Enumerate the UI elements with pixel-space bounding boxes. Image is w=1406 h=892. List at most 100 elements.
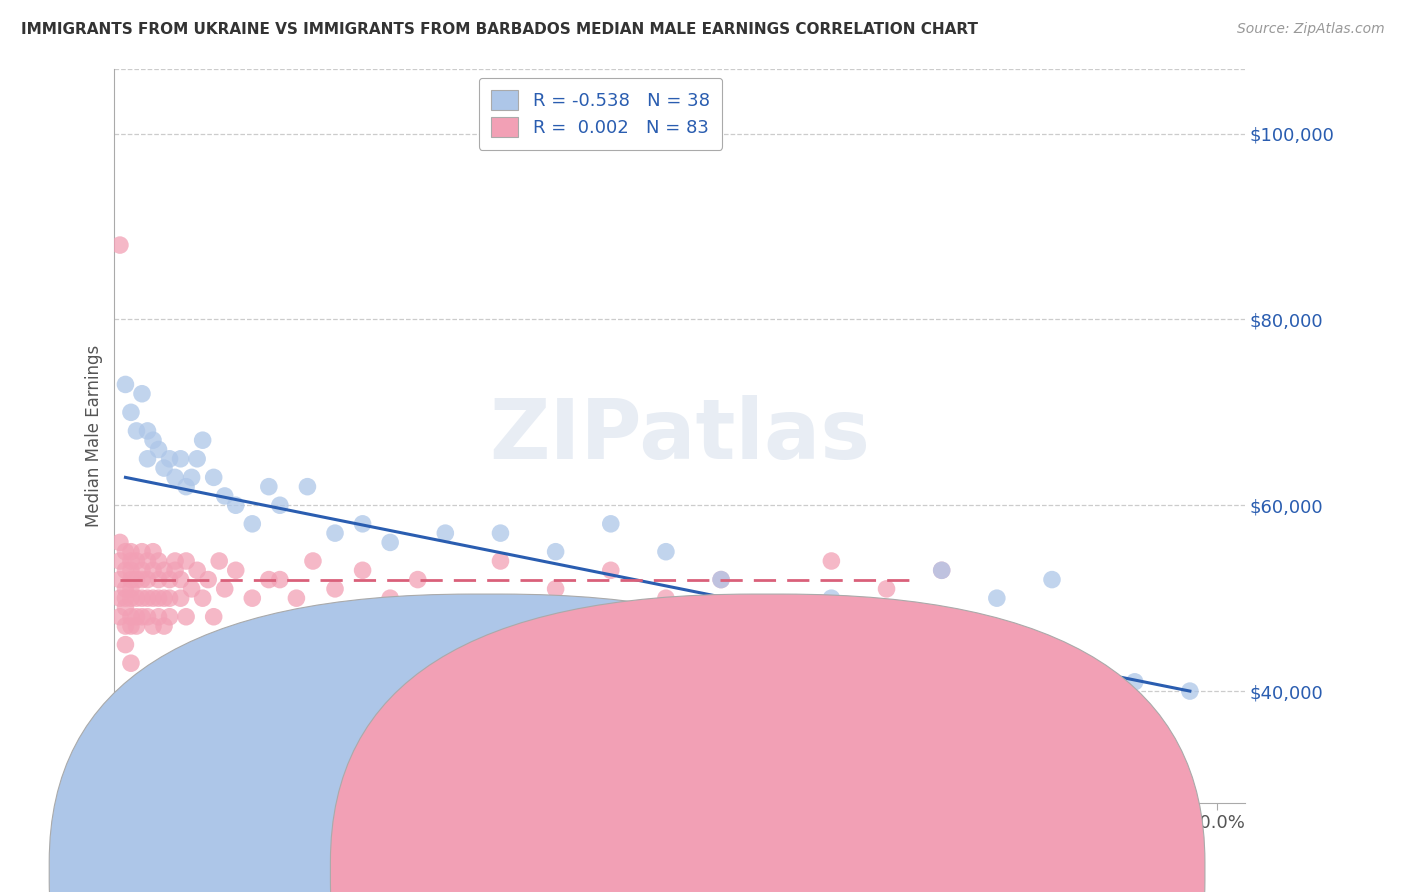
Point (131, 545, 153, 559)
Point (120, 573, 142, 587)
Point (214, 489, 236, 503)
Point (191, 434, 214, 448)
Point (599, 516, 621, 531)
Point (380, 591, 402, 606)
Point (153, 563, 176, 577)
Point (202, 470, 225, 484)
Point (120, 554, 142, 568)
Point (165, 554, 187, 568)
Point (174, 480, 197, 494)
Point (131, 591, 153, 606)
Point (655, 545, 678, 559)
Point (120, 609, 142, 624)
Point (765, 609, 787, 624)
Point (136, 554, 159, 568)
Point (148, 591, 170, 606)
Point (269, 498, 291, 512)
Point (120, 545, 142, 559)
Point (434, 526, 457, 541)
Point (114, 582, 136, 596)
Point (148, 573, 170, 587)
Point (1123, 674, 1146, 689)
Point (120, 619, 142, 633)
Point (544, 545, 567, 559)
Point (169, 451, 191, 466)
Point (142, 545, 165, 559)
Point (169, 573, 191, 587)
Point (159, 573, 181, 587)
Point (434, 609, 457, 624)
Point (120, 591, 142, 606)
Point (136, 424, 159, 438)
Point (174, 609, 197, 624)
Point (489, 554, 512, 568)
Point (142, 434, 165, 448)
Point (489, 526, 512, 541)
Point (186, 451, 208, 466)
Point (148, 442, 170, 457)
Point (165, 470, 187, 484)
Point (114, 377, 136, 392)
Point (257, 480, 280, 494)
Point (191, 591, 214, 606)
Point (108, 535, 131, 549)
Point (136, 573, 159, 587)
Point (153, 619, 176, 633)
Point (125, 609, 148, 624)
Point (297, 480, 319, 494)
Point (114, 545, 136, 559)
Point (108, 573, 131, 587)
Text: Immigrants from Barbados: Immigrants from Barbados (787, 863, 1011, 880)
Point (1040, 573, 1063, 587)
Point (131, 563, 153, 577)
Point (352, 516, 374, 531)
Point (125, 554, 148, 568)
Point (302, 554, 325, 568)
Point (544, 582, 567, 596)
Point (174, 554, 197, 568)
Text: ZIPatlas: ZIPatlas (489, 395, 870, 476)
Point (159, 451, 181, 466)
Point (180, 470, 202, 484)
Point (120, 582, 142, 596)
Point (114, 563, 136, 577)
Legend: R = -0.538   N = 38, R =  0.002   N = 83: R = -0.538 N = 38, R = 0.002 N = 83 (478, 78, 723, 150)
Point (108, 238, 131, 252)
Point (710, 573, 733, 587)
Point (153, 591, 176, 606)
Point (131, 609, 153, 624)
Point (202, 609, 225, 624)
Point (169, 591, 191, 606)
Point (108, 591, 131, 606)
Point (114, 619, 136, 633)
Point (142, 563, 165, 577)
Point (131, 386, 153, 401)
Point (120, 405, 142, 419)
Point (120, 563, 142, 577)
Point (406, 573, 429, 587)
Point (986, 591, 1008, 606)
Point (240, 591, 263, 606)
Point (240, 516, 263, 531)
Point (153, 461, 176, 475)
Point (599, 563, 621, 577)
Point (114, 600, 136, 615)
Point (142, 619, 165, 633)
Point (125, 424, 148, 438)
Point (114, 591, 136, 606)
Point (136, 609, 159, 624)
Point (876, 582, 898, 596)
Point (352, 563, 374, 577)
Text: IMMIGRANTS FROM UKRAINE VS IMMIGRANTS FROM BARBADOS MEDIAN MALE EARNINGS CORRELA: IMMIGRANTS FROM UKRAINE VS IMMIGRANTS FR… (21, 22, 979, 37)
Point (125, 573, 148, 587)
Point (108, 609, 131, 624)
Point (108, 554, 131, 568)
Point (125, 619, 148, 633)
Point (1178, 684, 1201, 698)
Point (820, 554, 842, 568)
Point (257, 573, 280, 587)
Point (197, 573, 219, 587)
Point (269, 573, 291, 587)
Point (136, 591, 159, 606)
Point (159, 609, 181, 624)
